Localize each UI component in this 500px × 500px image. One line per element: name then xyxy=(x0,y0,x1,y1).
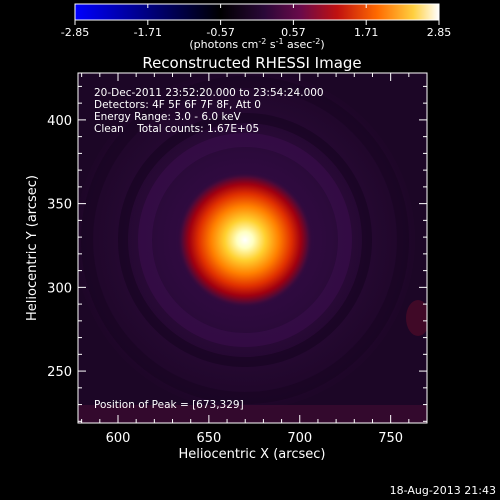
x-tick-label: 600 xyxy=(106,431,131,446)
ring-dark-1 xyxy=(118,113,372,367)
bottom-edge-artifact xyxy=(78,405,427,423)
colorbar xyxy=(75,4,439,20)
right-edge-artifact xyxy=(406,300,427,336)
x-axis-label: Heliocentric X (arcsec) xyxy=(179,447,326,462)
y-tick-label: 350 xyxy=(47,198,72,213)
info-clean-counts: Clean Total counts: 1.67E+05 xyxy=(94,123,259,135)
x-tick-label: 750 xyxy=(378,431,403,446)
footer-timestamp: 18-Aug-2013 21:43 xyxy=(390,484,496,497)
x-tick-label: 700 xyxy=(287,431,312,446)
colorbar-ticks: -2.85 -1.71 -0.57 0.57 1.71 2.85 xyxy=(61,4,451,39)
info-energy-range: Energy Range: 3.0 - 6.0 keV xyxy=(94,111,242,123)
y-tick-label: 250 xyxy=(47,365,72,380)
info-peak-position: Position of Peak = [673,329] xyxy=(94,399,244,411)
colorbar-tick-label: 0.57 xyxy=(281,26,306,39)
x-tick-label: 650 xyxy=(196,431,221,446)
info-time-range: 20-Dec-2011 23:52:20.000 to 23:54:24.000 xyxy=(94,87,324,99)
colorbar-tick-label: -2.85 xyxy=(61,26,89,39)
colorbar-frame xyxy=(74,3,440,21)
colorbar-tick-label: 2.85 xyxy=(427,26,452,39)
y-tick-label: 300 xyxy=(47,281,72,296)
ring-bright-1 xyxy=(138,133,352,347)
y-axis-label: Heliocentric Y (arcsec) xyxy=(25,175,40,321)
y-axis: 250 300 350 400 xyxy=(47,85,427,422)
colorbar-unit: (photons cm-2 s-1 asec-2) xyxy=(189,37,324,51)
y-tick-label: 400 xyxy=(47,114,72,129)
solar-source xyxy=(177,172,313,308)
ring-dark-2 xyxy=(81,76,409,404)
chart-title: Reconstructed RHESSI Image xyxy=(142,54,361,72)
colorbar-tick-label: -0.57 xyxy=(206,26,234,39)
colorbar-tick-label: 1.71 xyxy=(354,26,379,39)
info-detectors: Detectors: 4F 5F 6F 7F 8F, Att 0 xyxy=(94,99,261,111)
image-area xyxy=(78,73,427,423)
plot-frame xyxy=(77,72,428,424)
colorbar-tick-label: -1.71 xyxy=(134,26,162,39)
x-axis: 600 650 700 750 xyxy=(81,73,428,446)
